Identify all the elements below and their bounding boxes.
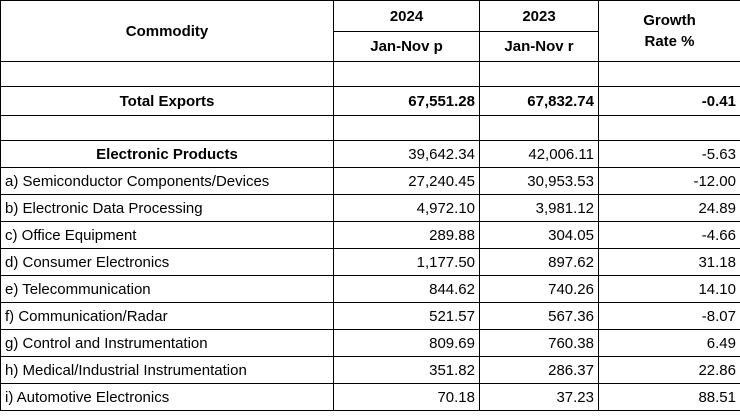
spacer-row <box>0 61 740 87</box>
row-label: c) Office Equipment <box>0 221 334 249</box>
row-label: h) Medical/Industrial Instrumentation <box>0 356 334 384</box>
total-growth: -0.41 <box>598 86 740 116</box>
electronic-products-row: Electronic Products 39,642.34 42,006.11 … <box>0 140 740 168</box>
row-growth: -4.66 <box>598 221 740 249</box>
row-value-2023: 30,953.53 <box>479 167 599 195</box>
row-label: e) Telecommunication <box>0 275 334 303</box>
row-value-2024: 844.62 <box>333 275 480 303</box>
row-value-2024: 27,240.45 <box>333 167 480 195</box>
electronics-growth: -5.63 <box>598 140 740 168</box>
row-value-2023: 760.38 <box>479 329 599 357</box>
row-growth: -12.00 <box>598 167 740 195</box>
table-row: g) Control and Instrumentation 809.69 760.… <box>0 329 740 357</box>
table-row: c) Office Equipment 289.88 304.05 -4.66 <box>0 221 740 249</box>
electronics-2023: 42,006.11 <box>479 140 599 168</box>
table-row: i) Automotive Electronics 70.18 37.23 88.51 <box>0 383 740 411</box>
row-value-2023: 286.37 <box>479 356 599 384</box>
row-value-2023: 304.05 <box>479 221 599 249</box>
row-label: a) Semiconductor Components/Devices <box>0 167 334 195</box>
spacer-row <box>0 115 740 141</box>
header-growth-line2: Rate % <box>644 33 695 50</box>
row-growth: 31.18 <box>598 248 740 276</box>
row-label: f) Communication/Radar <box>0 302 334 330</box>
row-label: b) Electronic Data Processing <box>0 194 334 222</box>
header-row-1: Commodity 2024 2023 Growth Rate % <box>0 0 740 62</box>
electronics-2024: 39,642.34 <box>333 140 480 168</box>
row-growth: -8.07 <box>598 302 740 330</box>
row-value-2024: 4,972.10 <box>333 194 480 222</box>
row-value-2024: 289.88 <box>333 221 480 249</box>
row-value-2023: 3,981.12 <box>479 194 599 222</box>
header-row-2: Jan-Nov p Jan-Nov r <box>1 31 740 62</box>
total-2024: 67,551.28 <box>333 86 480 116</box>
electronics-label: Electronic Products <box>0 140 334 168</box>
row-growth: 22.86 <box>598 356 740 384</box>
header-growth-rate: Growth Rate % <box>598 0 740 62</box>
header-growth-line1: Growth <box>643 12 696 29</box>
row-value-2024: 809.69 <box>333 329 480 357</box>
row-growth: 24.89 <box>598 194 740 222</box>
row-label: g) Control and Instrumentation <box>0 329 334 357</box>
row-value-2024: 70.18 <box>333 383 480 411</box>
row-growth: 6.49 <box>598 329 740 357</box>
table-row: a) Semiconductor Components/Devices 27,24… <box>0 167 740 195</box>
header-period-2024: Jan-Nov p <box>333 31 480 62</box>
exports-table: Commodity 2024 2023 Growth Rate % Jan-No… <box>0 0 740 411</box>
header-year-2023: 2023 <box>479 0 599 32</box>
table-row: f) Communication/Radar 521.57 567.36 -8.07 <box>0 302 740 330</box>
total-exports-row: Total Exports 67,551.28 67,832.74 -0.41 <box>0 86 740 116</box>
table-row: b) Electronic Data Processing 4,972.10 3,9… <box>0 194 740 222</box>
row-label: i) Automotive Electronics <box>0 383 334 411</box>
table-row: h) Medical/Industrial Instrumentation 351… <box>0 356 740 384</box>
header-period-2023: Jan-Nov r <box>479 31 599 62</box>
row-value-2023: 567.36 <box>479 302 599 330</box>
row-label: d) Consumer Electronics <box>0 248 334 276</box>
header-commodity: Commodity <box>0 0 334 62</box>
row-growth: 14.10 <box>598 275 740 303</box>
row-value-2023: 740.26 <box>479 275 599 303</box>
table-row: e) Telecommunication 844.62 740.26 14.10 <box>0 275 740 303</box>
row-value-2024: 1,177.50 <box>333 248 480 276</box>
row-growth: 88.51 <box>598 383 740 411</box>
total-label: Total Exports <box>0 86 334 116</box>
row-value-2024: 521.57 <box>333 302 480 330</box>
row-value-2023: 897.62 <box>479 248 599 276</box>
header-year-2024: 2024 <box>333 0 480 32</box>
table-row: d) Consumer Electronics 1,177.50 897.62 31.… <box>0 248 740 276</box>
detail-rows: a) Semiconductor Components/Devices 27,24… <box>0 167 740 411</box>
row-value-2024: 351.82 <box>333 356 480 384</box>
row-value-2023: 37.23 <box>479 383 599 411</box>
total-2023: 67,832.74 <box>479 86 599 116</box>
